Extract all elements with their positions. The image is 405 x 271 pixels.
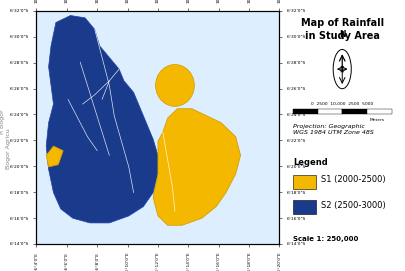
- Text: N: N: [339, 30, 345, 38]
- Polygon shape: [153, 109, 241, 225]
- Text: S2 (2500-3000): S2 (2500-3000): [321, 201, 386, 210]
- Text: Projection: Geographic
WGS 1984 UTM Zone 48S: Projection: Geographic WGS 1984 UTM Zone…: [293, 124, 374, 135]
- Bar: [293, 200, 316, 214]
- Text: S1 (2000-2500): S1 (2000-2500): [321, 175, 386, 185]
- Text: Scale 1: 250,000: Scale 1: 250,000: [293, 236, 358, 242]
- Bar: [318, 109, 342, 114]
- Bar: [342, 109, 367, 114]
- Text: 0  2500  10,000  2500  5000: 0 2500 10,000 2500 5000: [311, 102, 373, 106]
- Bar: [367, 109, 392, 114]
- Bar: [293, 175, 316, 189]
- Text: Meters: Meters: [370, 118, 385, 121]
- Text: Map of Rainfall
in Study Area: Map of Rainfall in Study Area: [301, 18, 384, 41]
- Polygon shape: [46, 146, 63, 167]
- Bar: [293, 109, 318, 114]
- Polygon shape: [46, 15, 158, 223]
- Text: Legend: Legend: [293, 158, 328, 167]
- Text: n Bogor: n Bogor: [0, 110, 4, 134]
- Polygon shape: [156, 64, 194, 106]
- Text: Bogor Agricu: Bogor Agricu: [6, 129, 11, 169]
